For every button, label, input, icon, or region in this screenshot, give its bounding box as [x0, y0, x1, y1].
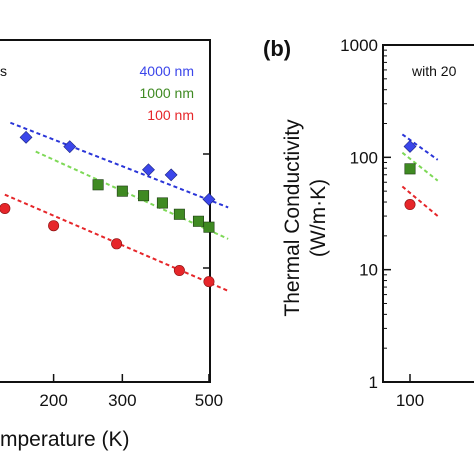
panel-b-data-point: [404, 163, 416, 175]
panel-b-y-axis-title-line-1: Thermal Conductivity: [281, 119, 304, 317]
panel-a-data-point: [156, 197, 168, 209]
panel-b-annotation: with 20: [411, 63, 457, 79]
panel-b-y-axis-title: Thermal Conductivity (W/m·K): [281, 119, 330, 317]
panel-a-data-point: [0, 202, 11, 214]
panel-a-data-point: [142, 163, 155, 177]
panel-b-y-tick-label: 1000: [340, 36, 378, 55]
panel-b-plot-frame: [382, 44, 474, 383]
panel-a-data-point: [164, 168, 178, 182]
panel-b-fit-line: [401, 185, 439, 217]
panel-a-legend-entry: 100 nm: [147, 107, 194, 123]
panel-a-legend-entry: 1000 nm: [140, 85, 194, 101]
panel-b-y-tick-label: 10: [359, 261, 378, 280]
panel-a-fit-line: [10, 121, 229, 209]
panel-a-legend-entry: 4000 nm: [140, 63, 194, 79]
panel-a-x-tick-label: 200: [39, 391, 67, 410]
panel-a-data-point: [48, 220, 60, 232]
panel-a: 200 300 500 s 4000 nm 1000 nm 100 nm mperatu…: [0, 39, 229, 451]
panel-a-data-point: [19, 130, 33, 144]
panel-a-x-tick-label: 300: [108, 391, 136, 410]
panel-b-data-point: [404, 199, 416, 211]
panel-a-data-point: [63, 140, 77, 154]
panel-a-data-point: [92, 179, 104, 191]
panel-a-data-point: [192, 215, 204, 227]
panel-a-x-axis-title: mperature (K): [0, 428, 130, 451]
panel-b-y-tick-label: 100: [350, 148, 378, 167]
panel-b-y-axis-title-line-2: (W/m·K): [307, 179, 330, 257]
panel-b-fit-line: [401, 133, 439, 161]
panel-b-x-tick-label: 100: [396, 391, 424, 410]
panel-b-data-point: [403, 140, 417, 153]
panel-a-legend: 4000 nm 1000 nm 100 nm: [140, 63, 194, 123]
panel-a-annotation: s: [0, 63, 7, 79]
panel-a-x-tick-label: 500: [195, 391, 223, 410]
panel-b-fit-line: [401, 151, 439, 182]
panel-a-data-point: [111, 238, 123, 250]
panel-a-data-point: [203, 276, 215, 288]
panel-a-data-point: [173, 208, 185, 220]
panel-b-label: (b): [263, 36, 291, 61]
panel-b-y-tick-label: 1: [369, 373, 378, 392]
panel-b: (b) 1 10 100 1000 100 with 20 Thermal Condu…: [263, 36, 474, 410]
panel-a-data-point: [116, 185, 128, 197]
panel-a-data-point: [173, 265, 185, 277]
panel-a-data-point: [202, 192, 216, 206]
panel-a-data-point: [203, 221, 215, 233]
panel-a-data-point: [138, 190, 150, 202]
panel-a-plot-frame: [0, 39, 211, 383]
